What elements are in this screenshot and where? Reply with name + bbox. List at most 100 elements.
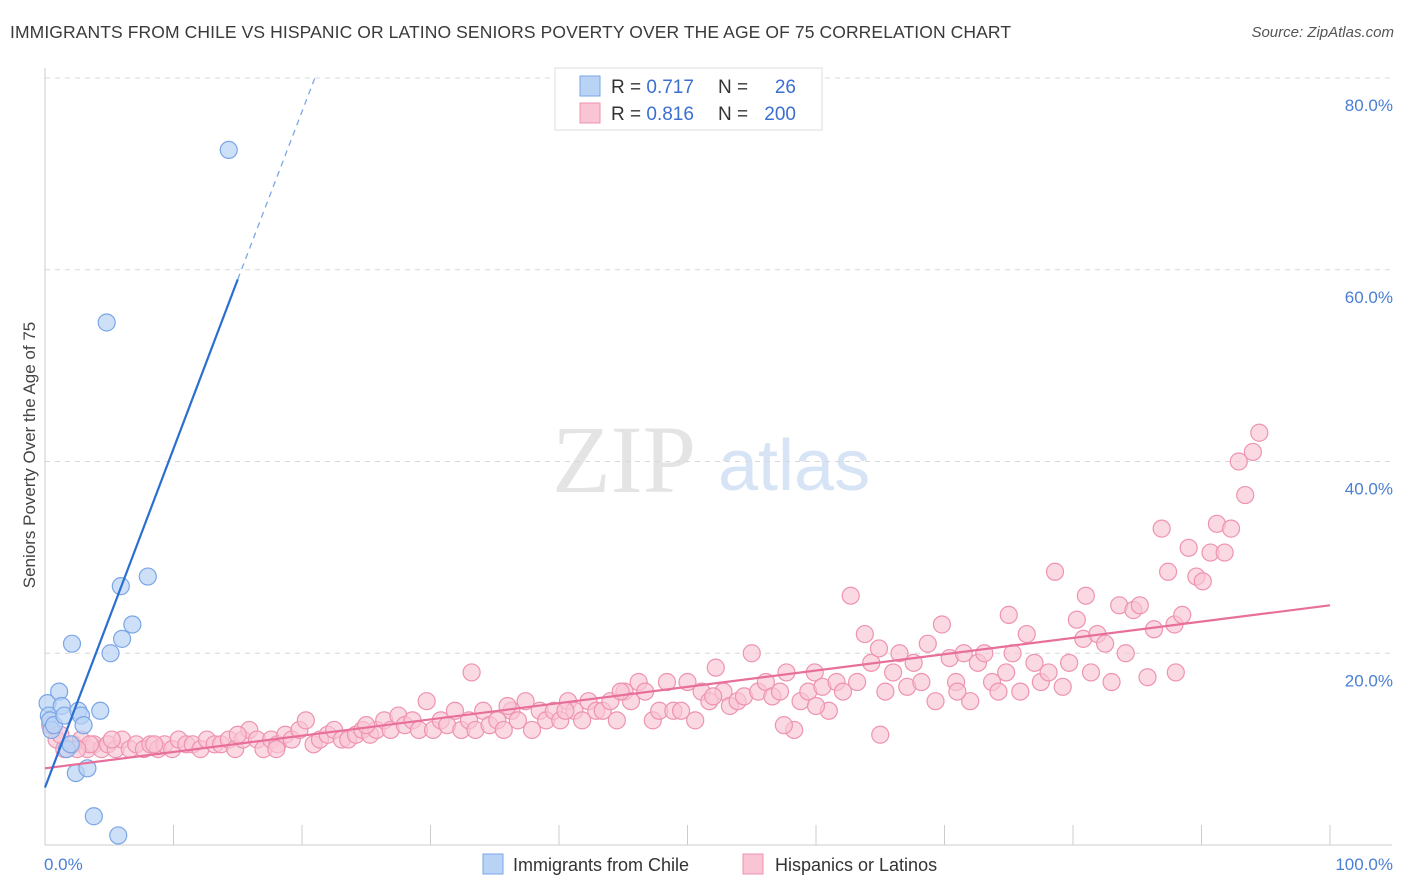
hispanics-point-139 [1025,653,1044,672]
hispanics-point-94 [706,658,725,677]
chile-point-22 [112,629,132,648]
watermark-zip: ZIP [552,406,696,513]
y-tick-label-80: 80.0% [1345,96,1393,115]
hispanics-point-187 [611,682,630,701]
series-chile-points [38,140,238,845]
chile-point-20 [109,826,128,845]
hispanics-point-174 [948,682,967,701]
hispanics-point-186 [498,696,517,716]
hispanics-point-103 [770,682,790,701]
trend-lines [43,77,1331,788]
hispanics-point-188 [774,716,793,735]
y-tick-label-20: 20.0% [1345,671,1393,690]
hispanics-point-173 [871,725,890,744]
chile-point-19 [101,644,120,663]
hispanics-point-161 [1179,538,1198,557]
legend-r-value-1: 0.717 [646,77,694,98]
hispanics-point-115 [855,624,874,644]
chile-point-17 [91,701,110,720]
legend: R = 0.717 N = 26 R = 0.816 N = 200 [554,67,823,131]
hispanics-point-147 [1081,663,1101,682]
hispanics-point-191 [1166,663,1185,682]
hispanics-point-167 [1221,519,1241,538]
chile-trend-line [43,278,239,788]
legend-r-label-2: R = [611,104,646,125]
bottom-legend-label-hispanics: Hispanics or Latinos [775,855,937,875]
hispanics-point-125 [926,692,945,711]
hispanics-point-145 [1067,610,1086,629]
hispanics-point-176 [704,687,723,706]
hispanics-point-185 [267,740,286,759]
chile-point-14 [74,716,93,735]
hispanics-point-134 [989,682,1008,701]
hispanics-point-143 [1053,677,1072,696]
hispanics-point-75 [573,711,592,730]
legend-n-value-1: 26 [775,77,796,98]
hispanics-point-166 [1215,543,1234,562]
hispanics-point-155 [1138,668,1157,687]
legend-n-label-1: N = [718,77,748,98]
hispanics-point-157 [1152,519,1171,538]
legend-swatch-chile [579,75,601,97]
hispanics-point-137 [1011,682,1030,701]
chile-point-24 [138,567,157,586]
hispanics-point-158 [1158,562,1178,581]
hispanics-point-141 [1039,663,1058,682]
y-tick-label-60: 60.0% [1345,288,1393,307]
hispanics-point-175 [806,696,826,716]
legend-r-label-1: R = [611,77,646,98]
chile-point-18 [97,313,116,332]
chart-title: IMMIGRANTS FROM CHILE VS HISPANIC OR LAT… [10,22,1012,42]
hispanics-point-178 [357,716,376,735]
hispanics-point-150 [1102,672,1121,692]
hispanics-point-117 [869,639,889,658]
chile-point-25 [219,140,238,160]
bottom-legend: Immigrants from Chile Hispanics or Latin… [482,853,937,875]
hispanics-point-124 [918,634,937,653]
hispanics-point-189 [999,605,1018,625]
hispanics-point-172 [462,663,481,682]
hispanics-point-80 [607,711,626,730]
hispanics-point-152 [1116,644,1135,663]
hispanics-point-180 [145,735,164,754]
hispanics-point-36 [296,711,315,730]
legend-r-value-2: 0.816 [646,104,694,125]
hispanics-trend-line [44,604,1331,770]
hispanics-point-144 [1060,653,1079,672]
chile-trend-extension [237,77,316,280]
hispanics-point-138 [1017,624,1036,644]
hispanics-point-126 [932,615,952,634]
bottom-legend-swatch-hispanics [742,853,764,875]
hispanics-point-118 [876,682,895,701]
hispanics-point-120 [890,644,909,663]
svg-text:R = 0.816: R = 0.816 [611,104,694,125]
bottom-legend-swatch-chile [482,853,504,875]
hispanics-point-135 [997,663,1016,682]
y-axis-label: Seniors Poverty Over the Age of 75 [20,322,39,588]
hispanics-point-112 [833,682,853,701]
y-tick-label-40: 40.0% [1345,480,1393,499]
hispanics-point-119 [883,663,903,682]
watermark-atlas: atlas [718,426,870,506]
hispanics-point-67 [516,692,535,711]
hispanics-point-89 [671,701,691,720]
chile-point-16 [84,807,103,826]
hispanics-point-130 [961,692,980,711]
hispanics-point-149 [1096,634,1115,653]
chile-point-23 [123,615,142,634]
legend-swatch-hispanics [579,102,601,124]
bottom-legend-label-chile: Immigrants from Chile [513,855,689,875]
hispanics-point-142 [1045,562,1065,581]
svg-text:R = 0.717: R = 0.717 [611,77,694,98]
y-tick-labels: 20.0% 40.0% 60.0% 80.0% [1345,96,1393,690]
hispanics-point-190 [1076,586,1095,605]
hispanics-point-160 [1173,605,1192,625]
hispanics-point-179 [228,725,247,744]
chile-point-10 [62,634,82,653]
hispanics-point-64 [494,720,513,740]
hispanics-point-114 [848,672,867,692]
x-tick-label-min: 0.0% [44,855,83,874]
grid-lines [45,77,1392,654]
hispanics-point-123 [912,672,931,692]
hispanics-point-154 [1130,596,1149,615]
